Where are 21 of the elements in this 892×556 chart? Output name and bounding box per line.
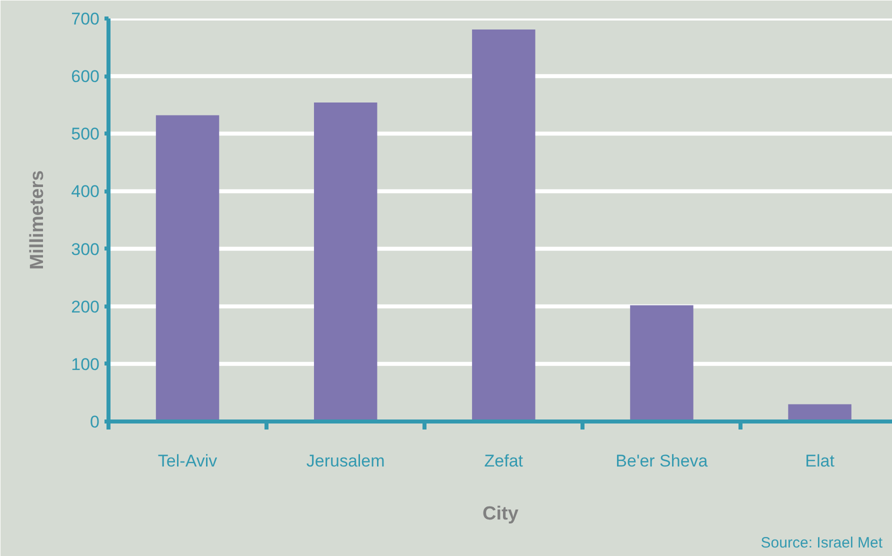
bar xyxy=(156,115,220,422)
x-tick-label: Be'er Sheva xyxy=(616,452,708,470)
y-axis-title: Millimeters xyxy=(27,170,48,270)
bar xyxy=(630,305,694,422)
y-tick-label: 500 xyxy=(71,124,100,144)
bar xyxy=(472,29,536,422)
x-tick-label: Tel-Aviv xyxy=(158,452,218,470)
y-tick-label: 700 xyxy=(71,10,100,28)
bar xyxy=(314,102,378,422)
source-note: Source: Israel Met xyxy=(760,534,884,552)
x-tick-label: Jerusalem xyxy=(306,452,385,470)
y-tick-label: 600 xyxy=(71,67,100,86)
x-tick-label: Zefat xyxy=(484,452,524,470)
y-tick-label: 100 xyxy=(71,354,100,374)
y-tick-label: 300 xyxy=(71,240,100,259)
y-tick-label: 400 xyxy=(71,182,100,202)
x-tick-label: Elat xyxy=(805,452,835,470)
bar xyxy=(788,404,852,422)
x-axis-title: City xyxy=(482,504,519,524)
y-tick-label: 0 xyxy=(90,412,100,432)
y-tick-label: 200 xyxy=(71,297,100,316)
